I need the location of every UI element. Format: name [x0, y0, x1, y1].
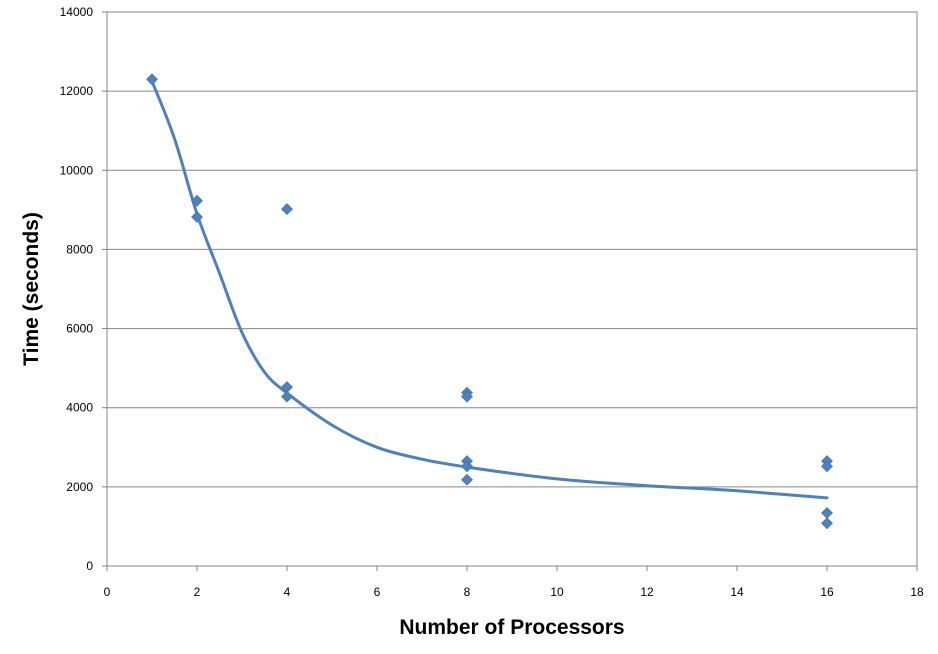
- y-tick-label: 8000: [66, 242, 93, 256]
- data-point: [821, 460, 833, 473]
- x-tick-label: 10: [550, 585, 564, 599]
- data-point: [461, 460, 473, 473]
- data-points: [146, 73, 833, 530]
- x-tick-labels: 0 2 4 6 8 10 12 14 16 18: [104, 585, 924, 599]
- y-tick-label: 0: [86, 559, 93, 573]
- x-tick-label: 14: [730, 585, 744, 599]
- y-tick-label: 6000: [66, 322, 93, 336]
- x-tick-label: 4: [284, 585, 291, 599]
- y-tick-label: 10000: [60, 163, 94, 177]
- x-tick-label: 6: [374, 585, 381, 599]
- data-point: [281, 203, 293, 216]
- x-tick-label: 0: [104, 585, 111, 599]
- x-tick-label: 16: [820, 585, 834, 599]
- gridlines: [107, 11, 918, 566]
- data-point: [281, 390, 293, 403]
- data-point: [461, 390, 473, 403]
- y-tick-label: 14000: [60, 5, 94, 19]
- x-tick-label: 18: [910, 585, 924, 599]
- x-tick-label: 12: [640, 585, 654, 599]
- y-tick-label: 2000: [66, 480, 93, 494]
- data-point: [146, 73, 158, 86]
- data-point: [821, 507, 833, 519]
- data-point: [191, 194, 203, 207]
- y-tick-label: 4000: [66, 401, 93, 415]
- data-point: [821, 517, 833, 530]
- y-axis-title: Time (seconds): [20, 212, 43, 366]
- axes: [102, 11, 918, 571]
- x-tick-label: 8: [464, 585, 471, 599]
- data-point: [191, 211, 203, 223]
- y-tick-labels: 0 2000 4000 6000 8000 10000 12000 14000: [60, 5, 94, 573]
- trendline: [150, 79, 829, 500]
- y-tick-label: 12000: [60, 84, 94, 98]
- trendline-group: [150, 79, 829, 500]
- data-point: [461, 473, 473, 486]
- x-tick-label: 2: [194, 585, 201, 599]
- x-axis-title: Number of Processors: [399, 616, 624, 639]
